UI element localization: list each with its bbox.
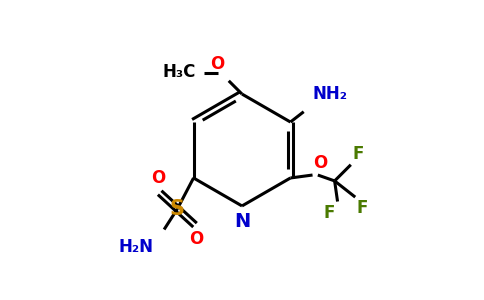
Text: O: O	[189, 230, 204, 248]
Text: F: F	[352, 145, 363, 163]
Text: F: F	[357, 199, 368, 217]
Text: O: O	[210, 55, 224, 73]
Text: F: F	[323, 204, 334, 222]
Text: N: N	[234, 212, 250, 231]
Text: O: O	[151, 169, 166, 188]
Text: O: O	[314, 154, 328, 172]
Text: H₃C: H₃C	[162, 63, 196, 81]
Text: H₂N: H₂N	[119, 238, 154, 256]
Text: NH₂: NH₂	[313, 85, 348, 103]
Text: S: S	[170, 199, 185, 219]
